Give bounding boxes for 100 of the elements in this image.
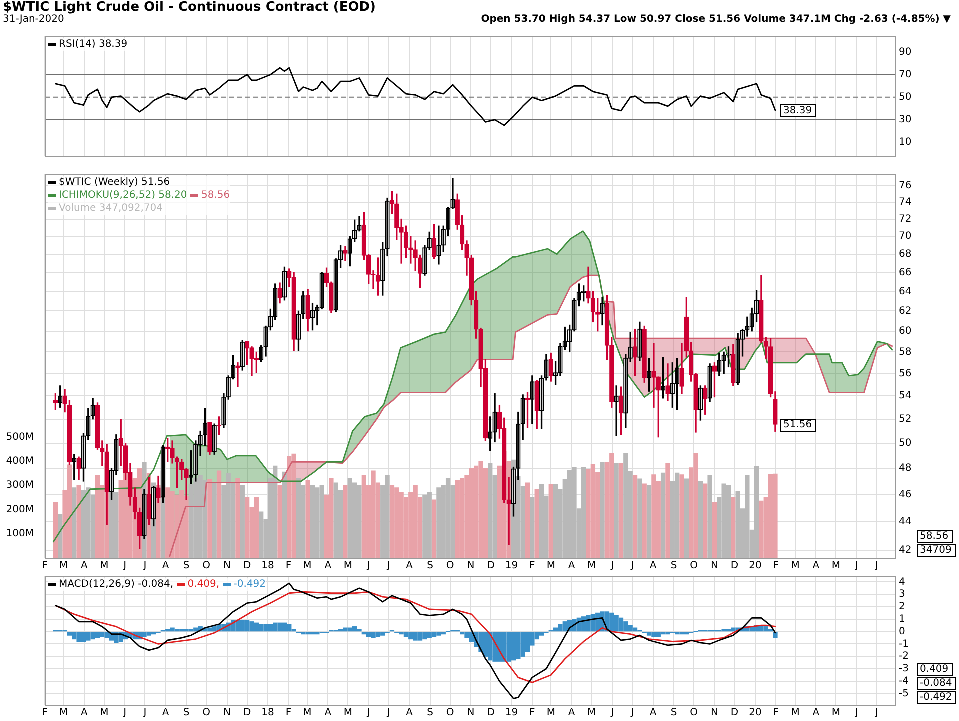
y-tick-label: 50: [899, 92, 912, 103]
y-tick-label: 72: [899, 214, 912, 225]
x-tick-label: A: [324, 708, 332, 719]
text: 58.56: [920, 531, 949, 542]
x-tick-label: A: [568, 708, 576, 719]
x-tick-label: M: [546, 708, 556, 719]
x-tick-label: 18: [262, 708, 274, 719]
y-tick-label: 64: [899, 286, 912, 298]
x-tick-label: A: [324, 560, 332, 572]
x-tick-label: O: [446, 708, 454, 719]
x-tick-label: J: [142, 560, 147, 572]
x-tick-label: O: [202, 708, 211, 719]
x-tick-label: M: [832, 560, 841, 572]
y-tick-label: 62: [899, 306, 912, 317]
x-tick-label: J: [386, 708, 390, 719]
x-tick-label: N: [224, 708, 232, 719]
y2-tick-label: 200M: [6, 504, 34, 516]
x-tick-label: F: [530, 708, 536, 719]
x-tick-label: J: [874, 560, 878, 572]
x-tick-label: O: [446, 560, 454, 572]
x-tick-label: F: [42, 708, 48, 719]
x-tick-label: S: [427, 708, 434, 719]
y-tick-label: 10: [899, 137, 912, 148]
x-tick-label: 20: [749, 560, 762, 572]
x-tick-label: M: [100, 708, 109, 719]
y2-tick-label: 400M: [6, 456, 34, 467]
x-tick-label: J: [854, 560, 858, 572]
x-tick-label: D: [243, 560, 252, 572]
legend-label: 0.409,: [188, 579, 220, 590]
y-tick-label: 46: [899, 489, 912, 500]
y-tick-label: -5: [899, 688, 909, 700]
y-tick-label: 48: [899, 463, 912, 474]
y-tick-label: 4: [899, 576, 906, 588]
x-tick-label: M: [303, 708, 312, 719]
x-tick-label: A: [162, 560, 170, 572]
y-tick-label: 56: [899, 368, 912, 380]
x-tick-label: D: [243, 708, 252, 719]
x-tick-label: F: [286, 560, 292, 572]
x-tick-label: F: [530, 560, 536, 572]
x-tick-label: J: [630, 560, 634, 572]
y-tick-label: -1: [899, 638, 909, 650]
y2-tick-label: 100M: [6, 528, 34, 540]
x-tick-label: D: [487, 560, 496, 572]
x-tick-label: 18: [262, 560, 274, 572]
x-tick-label: 20: [749, 708, 762, 719]
y-tick-label: 70: [899, 231, 912, 242]
x-tick-label: M: [588, 560, 596, 572]
x-tick-label: N: [467, 708, 475, 719]
legend-label: Volume 347,092,704: [59, 203, 163, 214]
x-tick-label: O: [690, 560, 698, 572]
x-tick-label: 19: [505, 560, 518, 572]
x-tick-label: J: [122, 560, 127, 572]
x-tick-label: A: [80, 708, 88, 719]
x-tick-label: S: [670, 708, 678, 719]
x-tick-label: M: [546, 560, 556, 572]
annotation: 38.39: [783, 106, 812, 117]
x-tick-label: J: [386, 560, 390, 572]
legend-label: -0.492: [234, 579, 266, 590]
legend-label: RSI(14) 38.39: [59, 39, 128, 50]
y-tick-label: -3: [899, 664, 909, 675]
x-tick-label: M: [791, 560, 800, 572]
x-tick-label: O: [690, 708, 698, 719]
x-tick-label: 19: [505, 708, 518, 719]
annotation: 51.56: [783, 420, 812, 431]
y-tick-label: -2: [899, 651, 909, 662]
x-tick-label: N: [710, 560, 718, 572]
y-tick-label: 70: [899, 69, 912, 80]
chart-title: $WTIC Light Crude Oil - Continuous Contract (EOD): [3, 0, 376, 15]
y-tick-label: 2: [899, 602, 906, 613]
x-tick-label: J: [854, 708, 858, 719]
y-tick-label: 76: [899, 180, 912, 192]
x-tick-label: M: [59, 560, 68, 572]
text: -0.492: [920, 692, 952, 704]
x-tick-label: F: [773, 708, 780, 719]
x-tick-label: S: [183, 560, 190, 572]
y-tick-label: 30: [899, 114, 912, 126]
x-tick-label: J: [610, 560, 614, 572]
legend-label: 58.56: [201, 190, 230, 201]
text: 0.409: [920, 664, 949, 676]
x-tick-label: M: [100, 560, 109, 572]
x-tick-label: A: [80, 560, 88, 572]
y-tick-label: 60: [899, 326, 912, 337]
y2-tick-label: 500M: [6, 432, 34, 443]
y-tick-label: 44: [899, 516, 912, 528]
x-tick-label: A: [568, 560, 576, 572]
y-tick-label: 68: [899, 248, 912, 260]
x-tick-label: N: [710, 708, 718, 719]
x-tick-label: S: [427, 560, 434, 572]
x-tick-label: O: [202, 560, 211, 572]
y-tick-label: 74: [899, 197, 912, 208]
x-tick-label: J: [874, 708, 878, 719]
x-tick-label: A: [406, 708, 414, 719]
y-tick-label: -4: [899, 676, 909, 688]
legend-label: MACD(12,26,9) -0.084,: [59, 579, 174, 590]
y-tick-label: 58: [899, 346, 912, 358]
x-tick-label: S: [670, 560, 678, 572]
y-tick-label: 50: [899, 438, 912, 450]
x-tick-label: J: [610, 708, 614, 719]
x-tick-label: S: [183, 708, 190, 719]
x-tick-label: F: [773, 560, 780, 572]
